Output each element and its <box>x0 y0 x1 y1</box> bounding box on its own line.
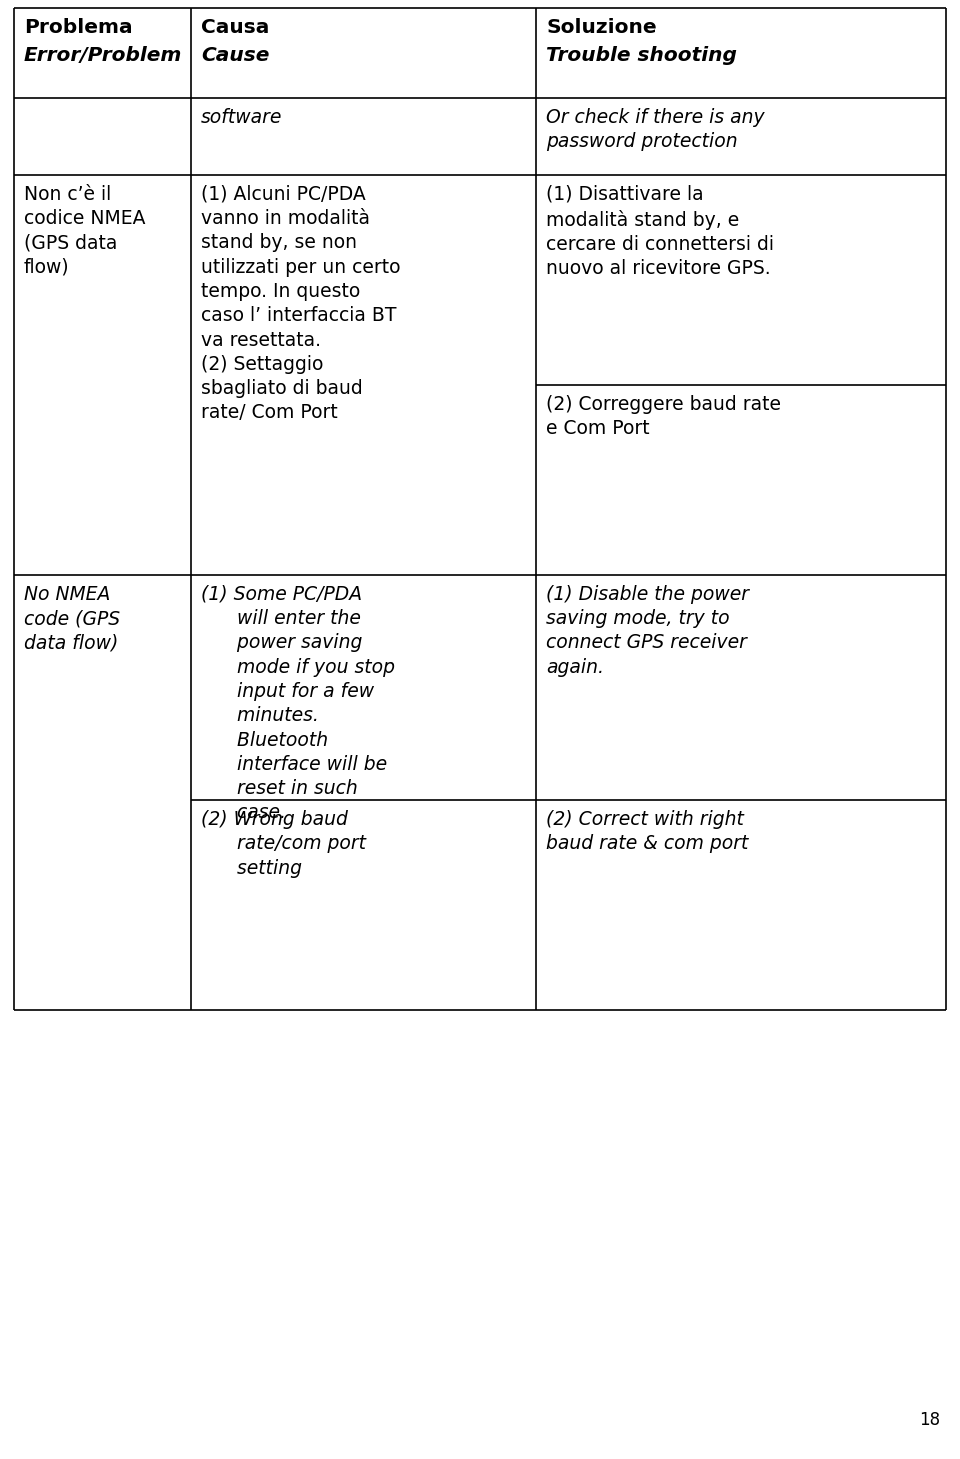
Text: Problema: Problema <box>24 18 132 36</box>
Text: Non c’è il
codice NMEA
(GPS data
flow): Non c’è il codice NMEA (GPS data flow) <box>24 185 146 277</box>
Text: (2) Correggere baud rate
e Com Port: (2) Correggere baud rate e Com Port <box>546 395 781 438</box>
Text: Trouble shooting: Trouble shooting <box>546 47 737 66</box>
Text: (1) Disable the power
saving mode, try to
connect GPS receiver
again.: (1) Disable the power saving mode, try t… <box>546 585 749 677</box>
Text: (2) Correct with right
baud rate & com port: (2) Correct with right baud rate & com p… <box>546 810 749 854</box>
Text: 18: 18 <box>919 1411 940 1428</box>
Text: software: software <box>201 108 282 127</box>
Text: (1) Some PC/PDA
      will enter the
      power saving
      mode if you stop
 : (1) Some PC/PDA will enter the power sav… <box>201 585 395 823</box>
Text: Cause: Cause <box>201 47 270 66</box>
Text: (1) Alcuni PC/PDA
vanno in modalità
stand by, se non
utilizzati per un certo
tem: (1) Alcuni PC/PDA vanno in modalità stan… <box>201 185 400 422</box>
Text: Or check if there is any
password protection: Or check if there is any password protec… <box>546 108 764 152</box>
Text: No NMEA
code (GPS
data flow): No NMEA code (GPS data flow) <box>24 585 120 652</box>
Text: Soluzione: Soluzione <box>546 18 657 36</box>
Text: Error/Problem: Error/Problem <box>24 47 182 66</box>
Text: (2) Wrong baud
      rate/com port
      setting: (2) Wrong baud rate/com port setting <box>201 810 366 877</box>
Text: Causa: Causa <box>201 18 270 36</box>
Text: (1) Disattivare la
modalità stand by, e
cercare di connettersi di
nuovo al ricev: (1) Disattivare la modalità stand by, e … <box>546 185 774 279</box>
